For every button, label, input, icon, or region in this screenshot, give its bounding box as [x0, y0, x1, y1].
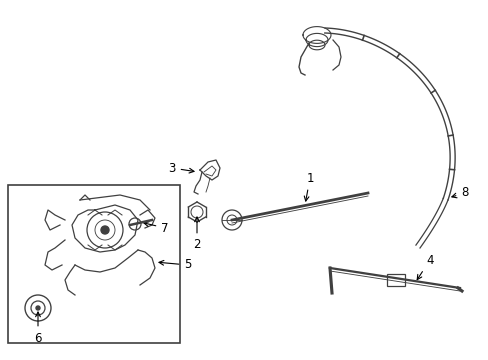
- Text: 7: 7: [143, 221, 168, 234]
- Circle shape: [101, 226, 109, 234]
- Circle shape: [36, 306, 40, 310]
- Bar: [8, 185, 180, 343]
- Text: 4: 4: [416, 253, 433, 280]
- Polygon shape: [72, 205, 138, 252]
- Text: 6: 6: [34, 312, 41, 345]
- Text: 2: 2: [193, 217, 201, 252]
- Text: 1: 1: [304, 171, 313, 201]
- Text: 3: 3: [168, 162, 194, 175]
- Text: 5: 5: [159, 258, 191, 271]
- Bar: [386, 274, 404, 286]
- Text: 8: 8: [451, 186, 468, 199]
